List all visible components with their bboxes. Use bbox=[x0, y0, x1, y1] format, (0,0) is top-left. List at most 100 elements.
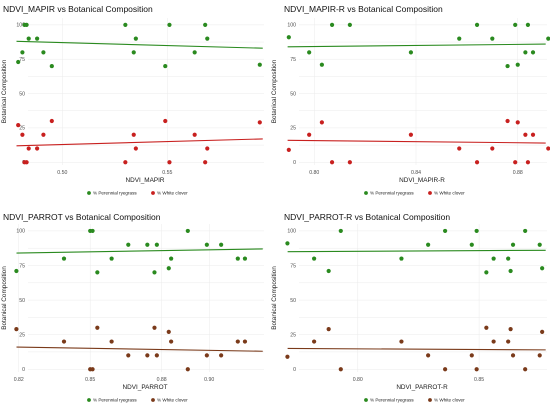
data-point bbox=[219, 353, 224, 358]
y-tick-label: 0 bbox=[293, 367, 296, 373]
data-point bbox=[540, 329, 545, 334]
legend-label: % Perennial ryegrass bbox=[370, 191, 414, 196]
data-point bbox=[166, 329, 171, 334]
data-point bbox=[235, 256, 240, 261]
data-point bbox=[169, 256, 174, 261]
y-tick-label: 50 bbox=[19, 298, 25, 304]
data-point bbox=[484, 325, 489, 330]
data-point bbox=[26, 146, 31, 151]
data-point bbox=[510, 353, 516, 358]
chart-title: NDVI_MAPIR-R vs Botanical Composition bbox=[284, 4, 443, 14]
data-point bbox=[205, 146, 210, 151]
chart-title: NDVI_MAPIR vs Botanical Composition bbox=[3, 4, 153, 14]
data-point bbox=[16, 59, 21, 65]
y-tick-label: 0 bbox=[293, 160, 296, 166]
data-point bbox=[530, 132, 536, 137]
data-point bbox=[506, 339, 511, 344]
x-tick-label: 0.80 bbox=[353, 377, 363, 383]
data-point bbox=[109, 339, 114, 344]
data-point bbox=[312, 339, 317, 344]
y-axis-label: Botanical Composition bbox=[271, 59, 278, 123]
data-point bbox=[329, 22, 335, 27]
data-point bbox=[338, 228, 343, 234]
data-point bbox=[154, 242, 159, 247]
data-point bbox=[474, 228, 479, 234]
legend-marker bbox=[151, 191, 155, 195]
chart-panel-1: NDVI_MAPIR vs Botanical Composition02550… bbox=[1, 4, 264, 196]
data-point bbox=[131, 132, 136, 137]
data-point bbox=[163, 118, 168, 124]
y-tick-label: 25 bbox=[19, 126, 25, 132]
data-point bbox=[133, 146, 138, 151]
data-point bbox=[312, 256, 317, 261]
data-point bbox=[20, 132, 25, 137]
data-point bbox=[145, 353, 150, 358]
data-point bbox=[484, 270, 489, 275]
data-point bbox=[285, 354, 290, 359]
x-tick-label: 0.88 bbox=[513, 170, 523, 176]
legend-marker bbox=[87, 398, 91, 402]
data-point bbox=[205, 36, 210, 41]
chart-panel-4: NDVI_PARROT-R vs Botanical Composition 0 2… bbox=[271, 212, 547, 403]
data-point bbox=[286, 35, 291, 40]
data-point bbox=[537, 242, 542, 247]
data-point bbox=[167, 22, 172, 27]
data-point bbox=[523, 367, 528, 372]
series-2 bbox=[286, 118, 550, 165]
y-tick-label: 100 bbox=[287, 23, 296, 29]
data-point bbox=[49, 118, 54, 124]
y-tick-label: 75 bbox=[19, 57, 25, 63]
data-point bbox=[90, 367, 95, 372]
legend: % Perennial ryegrass % White clover bbox=[364, 191, 465, 196]
data-point bbox=[14, 268, 19, 274]
series-1 bbox=[286, 22, 550, 69]
legend-label: % White clover bbox=[434, 191, 465, 196]
data-point bbox=[123, 160, 128, 165]
x-tick-label: 0.55 bbox=[162, 170, 172, 176]
y-tick-label: 50 bbox=[290, 91, 296, 97]
data-point bbox=[525, 160, 531, 165]
data-point bbox=[490, 36, 495, 41]
data-point bbox=[145, 242, 150, 247]
data-point bbox=[242, 256, 248, 261]
trend-line bbox=[287, 347, 546, 351]
x-axis-label: NDVI_MAPIR bbox=[125, 177, 164, 184]
data-point bbox=[16, 123, 21, 128]
legend-label: % Perennial ryegrass bbox=[93, 398, 137, 403]
legend-label: % White clover bbox=[157, 398, 188, 403]
x-tick-label: 0.90 bbox=[204, 377, 214, 383]
data-point bbox=[20, 50, 25, 55]
data-point bbox=[329, 160, 335, 165]
data-point bbox=[49, 63, 54, 69]
data-point bbox=[443, 367, 448, 372]
data-point bbox=[109, 256, 114, 261]
data-point bbox=[185, 367, 190, 372]
y-tick-label: 25 bbox=[290, 126, 296, 132]
legend-marker bbox=[364, 398, 368, 402]
data-point bbox=[192, 50, 197, 55]
data-point bbox=[513, 22, 518, 27]
x-tick-label: 0.85 bbox=[474, 377, 484, 383]
legend-marker bbox=[428, 398, 432, 402]
data-point bbox=[523, 132, 528, 137]
data-point bbox=[508, 268, 513, 274]
legend: % Perennial ryegrass % White clover bbox=[364, 398, 465, 403]
data-point bbox=[286, 147, 291, 152]
data-point bbox=[510, 242, 516, 247]
data-point bbox=[257, 62, 262, 67]
data-point bbox=[203, 160, 208, 165]
data-point bbox=[203, 22, 208, 27]
data-point bbox=[469, 353, 474, 358]
data-point bbox=[26, 36, 31, 41]
data-point bbox=[319, 120, 324, 125]
y-tick-label: 100 bbox=[16, 23, 25, 29]
legend-marker bbox=[428, 191, 432, 195]
data-point bbox=[515, 120, 520, 125]
data-point bbox=[399, 339, 404, 344]
y-tick-label: 100 bbox=[16, 229, 25, 235]
legend: % Perennial ryegrass % White clover bbox=[87, 191, 188, 196]
y-tick-label: 75 bbox=[290, 57, 296, 63]
data-point bbox=[166, 266, 171, 271]
trend-line bbox=[16, 40, 263, 49]
